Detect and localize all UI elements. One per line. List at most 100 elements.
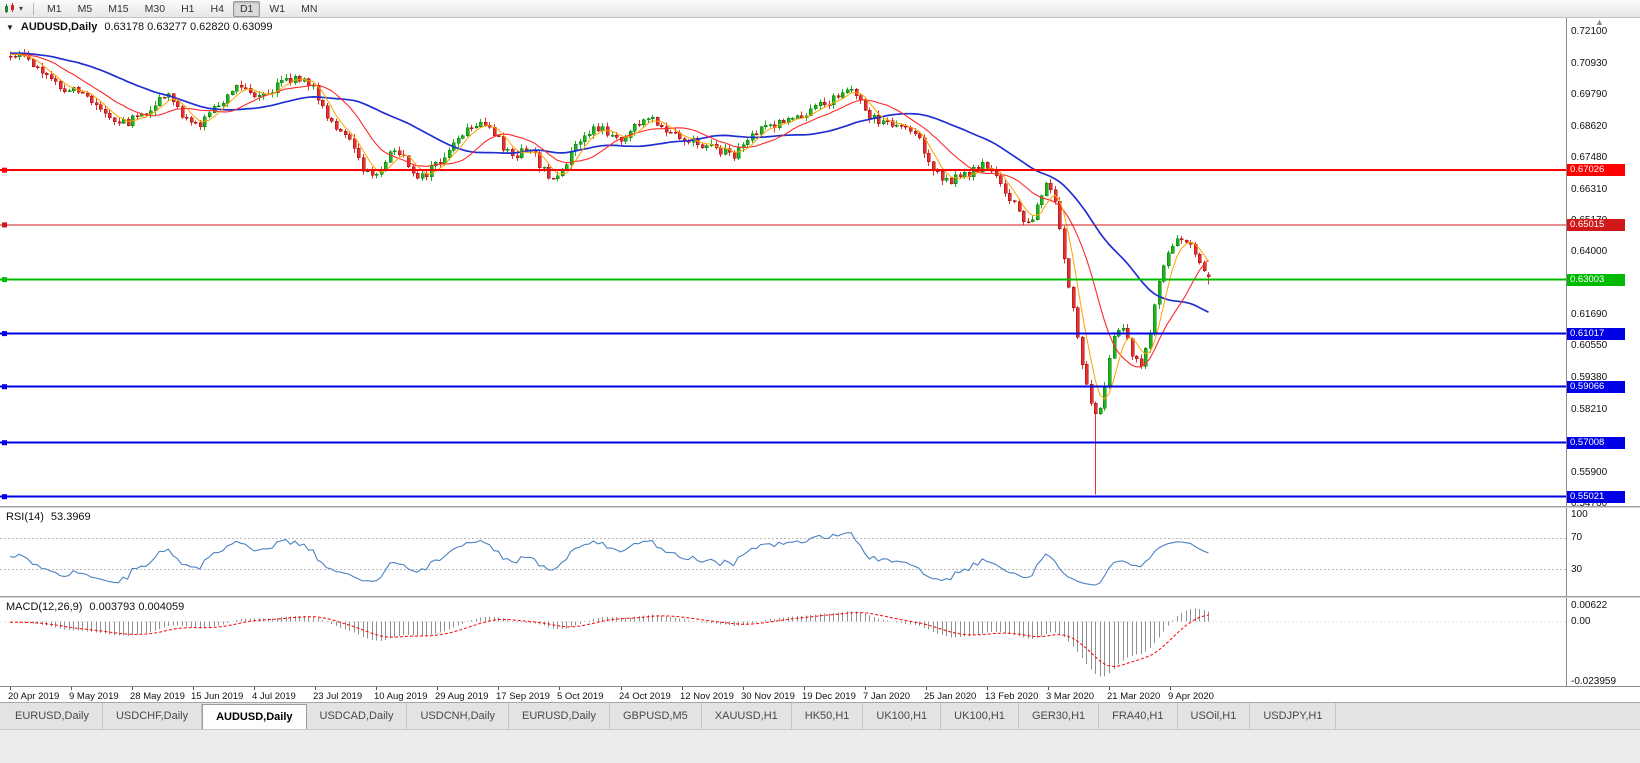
chart-tab-audusd-daily[interactable]: AUDUSD,Daily bbox=[202, 704, 307, 729]
time-axis-label: 12 Nov 2019 bbox=[680, 691, 734, 702]
price-level-tag[interactable]: 0.67026 bbox=[1567, 164, 1625, 177]
time-axis-tick bbox=[621, 687, 622, 690]
chart-tab-eurusd-daily[interactable]: EURUSD,Daily bbox=[509, 703, 610, 729]
time-axis-label: 4 Jul 2019 bbox=[252, 691, 296, 702]
time-axis-label: 21 Mar 2020 bbox=[1107, 691, 1161, 702]
time-axis-label: 30 Nov 2019 bbox=[741, 691, 795, 702]
price-axis-label: 0.59380 bbox=[1571, 372, 1608, 384]
macd-axis-label: 0.00 bbox=[1571, 615, 1591, 627]
panel-separator[interactable] bbox=[0, 596, 1640, 598]
price-level-tag[interactable]: 0.61017 bbox=[1567, 327, 1625, 340]
price-axis[interactable]: ▲ 0.72100 0.70930 0.69790 0.68620 0.67480 0.6… bbox=[1566, 18, 1640, 506]
timeframe-button-h4[interactable]: H4 bbox=[210, 2, 224, 15]
price-axis-label: 0.55900 bbox=[1571, 466, 1608, 478]
time-axis-label: 17 Sep 2019 bbox=[496, 691, 550, 702]
price-axis-label: 0.67480 bbox=[1571, 151, 1608, 163]
timeframe-button-h1[interactable]: H1 bbox=[181, 2, 195, 15]
price-axis-label: 0.58210 bbox=[1571, 403, 1608, 415]
chart-tab-ger30-h1[interactable]: GER30,H1 bbox=[1019, 703, 1100, 729]
chart-tab-usoil-h1[interactable]: USOil,H1 bbox=[1178, 703, 1251, 729]
chart-dropdown-caret-icon[interactable]: ▾ bbox=[19, 3, 24, 13]
time-axis-tick bbox=[987, 687, 988, 690]
price-axis-label: 0.68620 bbox=[1571, 120, 1608, 132]
timeframe-button-d1[interactable]: D1 bbox=[232, 0, 261, 17]
chart-tab-uk100-h1[interactable]: UK100,H1 bbox=[941, 703, 1019, 729]
timeframe-button-m1[interactable]: M1 bbox=[47, 2, 62, 15]
macd-values: 0.003793 0.004059 bbox=[89, 601, 185, 613]
price-level-tag[interactable]: 0.65015 bbox=[1567, 218, 1625, 231]
time-axis-label: 23 Jul 2019 bbox=[313, 691, 363, 702]
timeframe-toolbar: ▾ M1 M5 M15 M30 H1 H4 D1 W1 MN bbox=[0, 0, 1640, 18]
chart-tab-gbpusd-m5[interactable]: GBPUSD,M5 bbox=[610, 703, 702, 729]
time-axis-tick bbox=[743, 687, 744, 690]
chart-title: ▼ AUDUSD,Daily 0.63178 0.63277 0.62820 0… bbox=[6, 21, 273, 33]
rsi-axis-label: 70 bbox=[1571, 532, 1583, 544]
status-bar bbox=[0, 729, 1640, 763]
time-axis-label: 28 May 2019 bbox=[130, 691, 185, 702]
time-axis-tick bbox=[10, 687, 11, 690]
rsi-axis[interactable]: 100 70 30 bbox=[1566, 508, 1640, 596]
time-axis-label: 20 Apr 2019 bbox=[8, 691, 60, 702]
time-axis-tick bbox=[132, 687, 133, 690]
time-axis-tick bbox=[193, 687, 194, 690]
time-axis-tick bbox=[1170, 687, 1171, 690]
time-axis-tick bbox=[1048, 687, 1049, 690]
macd-axis[interactable]: 0.00622 0.00 -0.023959 bbox=[1566, 598, 1640, 686]
time-axis-label: 9 Apr 2020 bbox=[1168, 691, 1214, 702]
timeframe-button-mn[interactable]: MN bbox=[301, 2, 318, 15]
price-level-tag[interactable]: 0.63003 bbox=[1567, 273, 1625, 286]
price-axis-label: 0.66310 bbox=[1571, 183, 1608, 195]
price-axis-label: 0.61690 bbox=[1571, 309, 1608, 321]
macd-title: MACD(12,26,9) 0.003793 0.004059 bbox=[6, 601, 184, 613]
rsi-plot[interactable] bbox=[0, 508, 1566, 596]
rsi-value: 53.3969 bbox=[50, 511, 91, 523]
chart-tab-eurusd-daily[interactable]: EURUSD,Daily bbox=[2, 703, 103, 729]
macd-plot[interactable] bbox=[0, 598, 1566, 686]
macd-panel: MACD(12,26,9) 0.003793 0.004059 0.00622 0… bbox=[0, 598, 1640, 686]
time-axis-tick bbox=[559, 687, 560, 690]
price-level-tag[interactable]: 0.55021 bbox=[1567, 490, 1625, 503]
price-chart-plot[interactable] bbox=[0, 18, 1566, 506]
time-axis-label: 5 Oct 2019 bbox=[557, 691, 604, 702]
time-axis-label: 9 May 2019 bbox=[69, 691, 119, 702]
axis-scroll-up-icon[interactable]: ▲ bbox=[1595, 18, 1604, 27]
chart-tab-hk50-h1[interactable]: HK50,H1 bbox=[792, 703, 864, 729]
rsi-axis-label: 30 bbox=[1571, 563, 1583, 575]
rsi-title: RSI(14) 53.3969 bbox=[6, 511, 91, 523]
rsi-axis-label: 100 bbox=[1571, 509, 1588, 520]
time-axis-label: 15 Jun 2019 bbox=[191, 691, 244, 702]
time-axis-tick bbox=[865, 687, 866, 690]
time-axis-tick bbox=[315, 687, 316, 690]
chart-tabs-bar: EURUSD,Daily USDCHF,Daily AUDUSD,Daily USDC… bbox=[0, 702, 1640, 729]
macd-axis-label: -0.023959 bbox=[1571, 676, 1617, 687]
price-axis-label: 0.64000 bbox=[1571, 246, 1608, 258]
time-axis[interactable]: 20 Apr 2019 9 May 2019 28 May 2019 15 Jun 2… bbox=[0, 686, 1640, 702]
timeframe-button-m30[interactable]: M30 bbox=[144, 2, 166, 15]
chart-tab-fra40-h1[interactable]: FRA40,H1 bbox=[1099, 703, 1178, 729]
chart-tab-usdjpy-h1[interactable]: USDJPY,H1 bbox=[1250, 703, 1337, 729]
timeframe-buttons-group: M1 M5 M15 M30 H1 H4 D1 W1 MN bbox=[40, 0, 324, 17]
symbol-name: AUDUSD,Daily bbox=[20, 21, 98, 33]
price-level-tag[interactable]: 0.57008 bbox=[1567, 436, 1625, 449]
rsi-panel: RSI(14) 53.3969 100 70 30 bbox=[0, 508, 1640, 596]
ohlc-values: 0.63178 0.63277 0.62820 0.63099 bbox=[104, 21, 273, 33]
time-axis-tick bbox=[926, 687, 927, 690]
chart-tab-xauusd-h1[interactable]: XAUUSD,H1 bbox=[702, 703, 792, 729]
timeframe-button-m5[interactable]: M5 bbox=[77, 2, 93, 15]
time-axis-label: 7 Jan 2020 bbox=[863, 691, 911, 702]
timeframe-button-w1[interactable]: W1 bbox=[269, 2, 286, 15]
chart-tab-usdcnh-daily[interactable]: USDCNH,Daily bbox=[407, 703, 510, 729]
panel-separator[interactable] bbox=[0, 506, 1640, 508]
price-level-tag[interactable]: 0.59066 bbox=[1567, 380, 1625, 393]
chart-tab-uk100-h1[interactable]: UK100,H1 bbox=[863, 703, 942, 729]
time-axis-tick bbox=[498, 687, 499, 690]
symbol-dropdown-icon[interactable]: ▼ bbox=[6, 22, 14, 32]
time-axis-tick bbox=[437, 687, 438, 690]
price-axis-label: 0.70930 bbox=[1571, 57, 1608, 69]
chart-type-icon[interactable] bbox=[4, 3, 17, 14]
chart-tab-usdchf-daily[interactable]: USDCHF,Daily bbox=[103, 703, 203, 729]
time-axis-tick bbox=[682, 687, 683, 690]
timeframe-button-m15[interactable]: M15 bbox=[108, 2, 129, 15]
chart-tab-usdcad-daily[interactable]: USDCAD,Daily bbox=[307, 703, 408, 729]
